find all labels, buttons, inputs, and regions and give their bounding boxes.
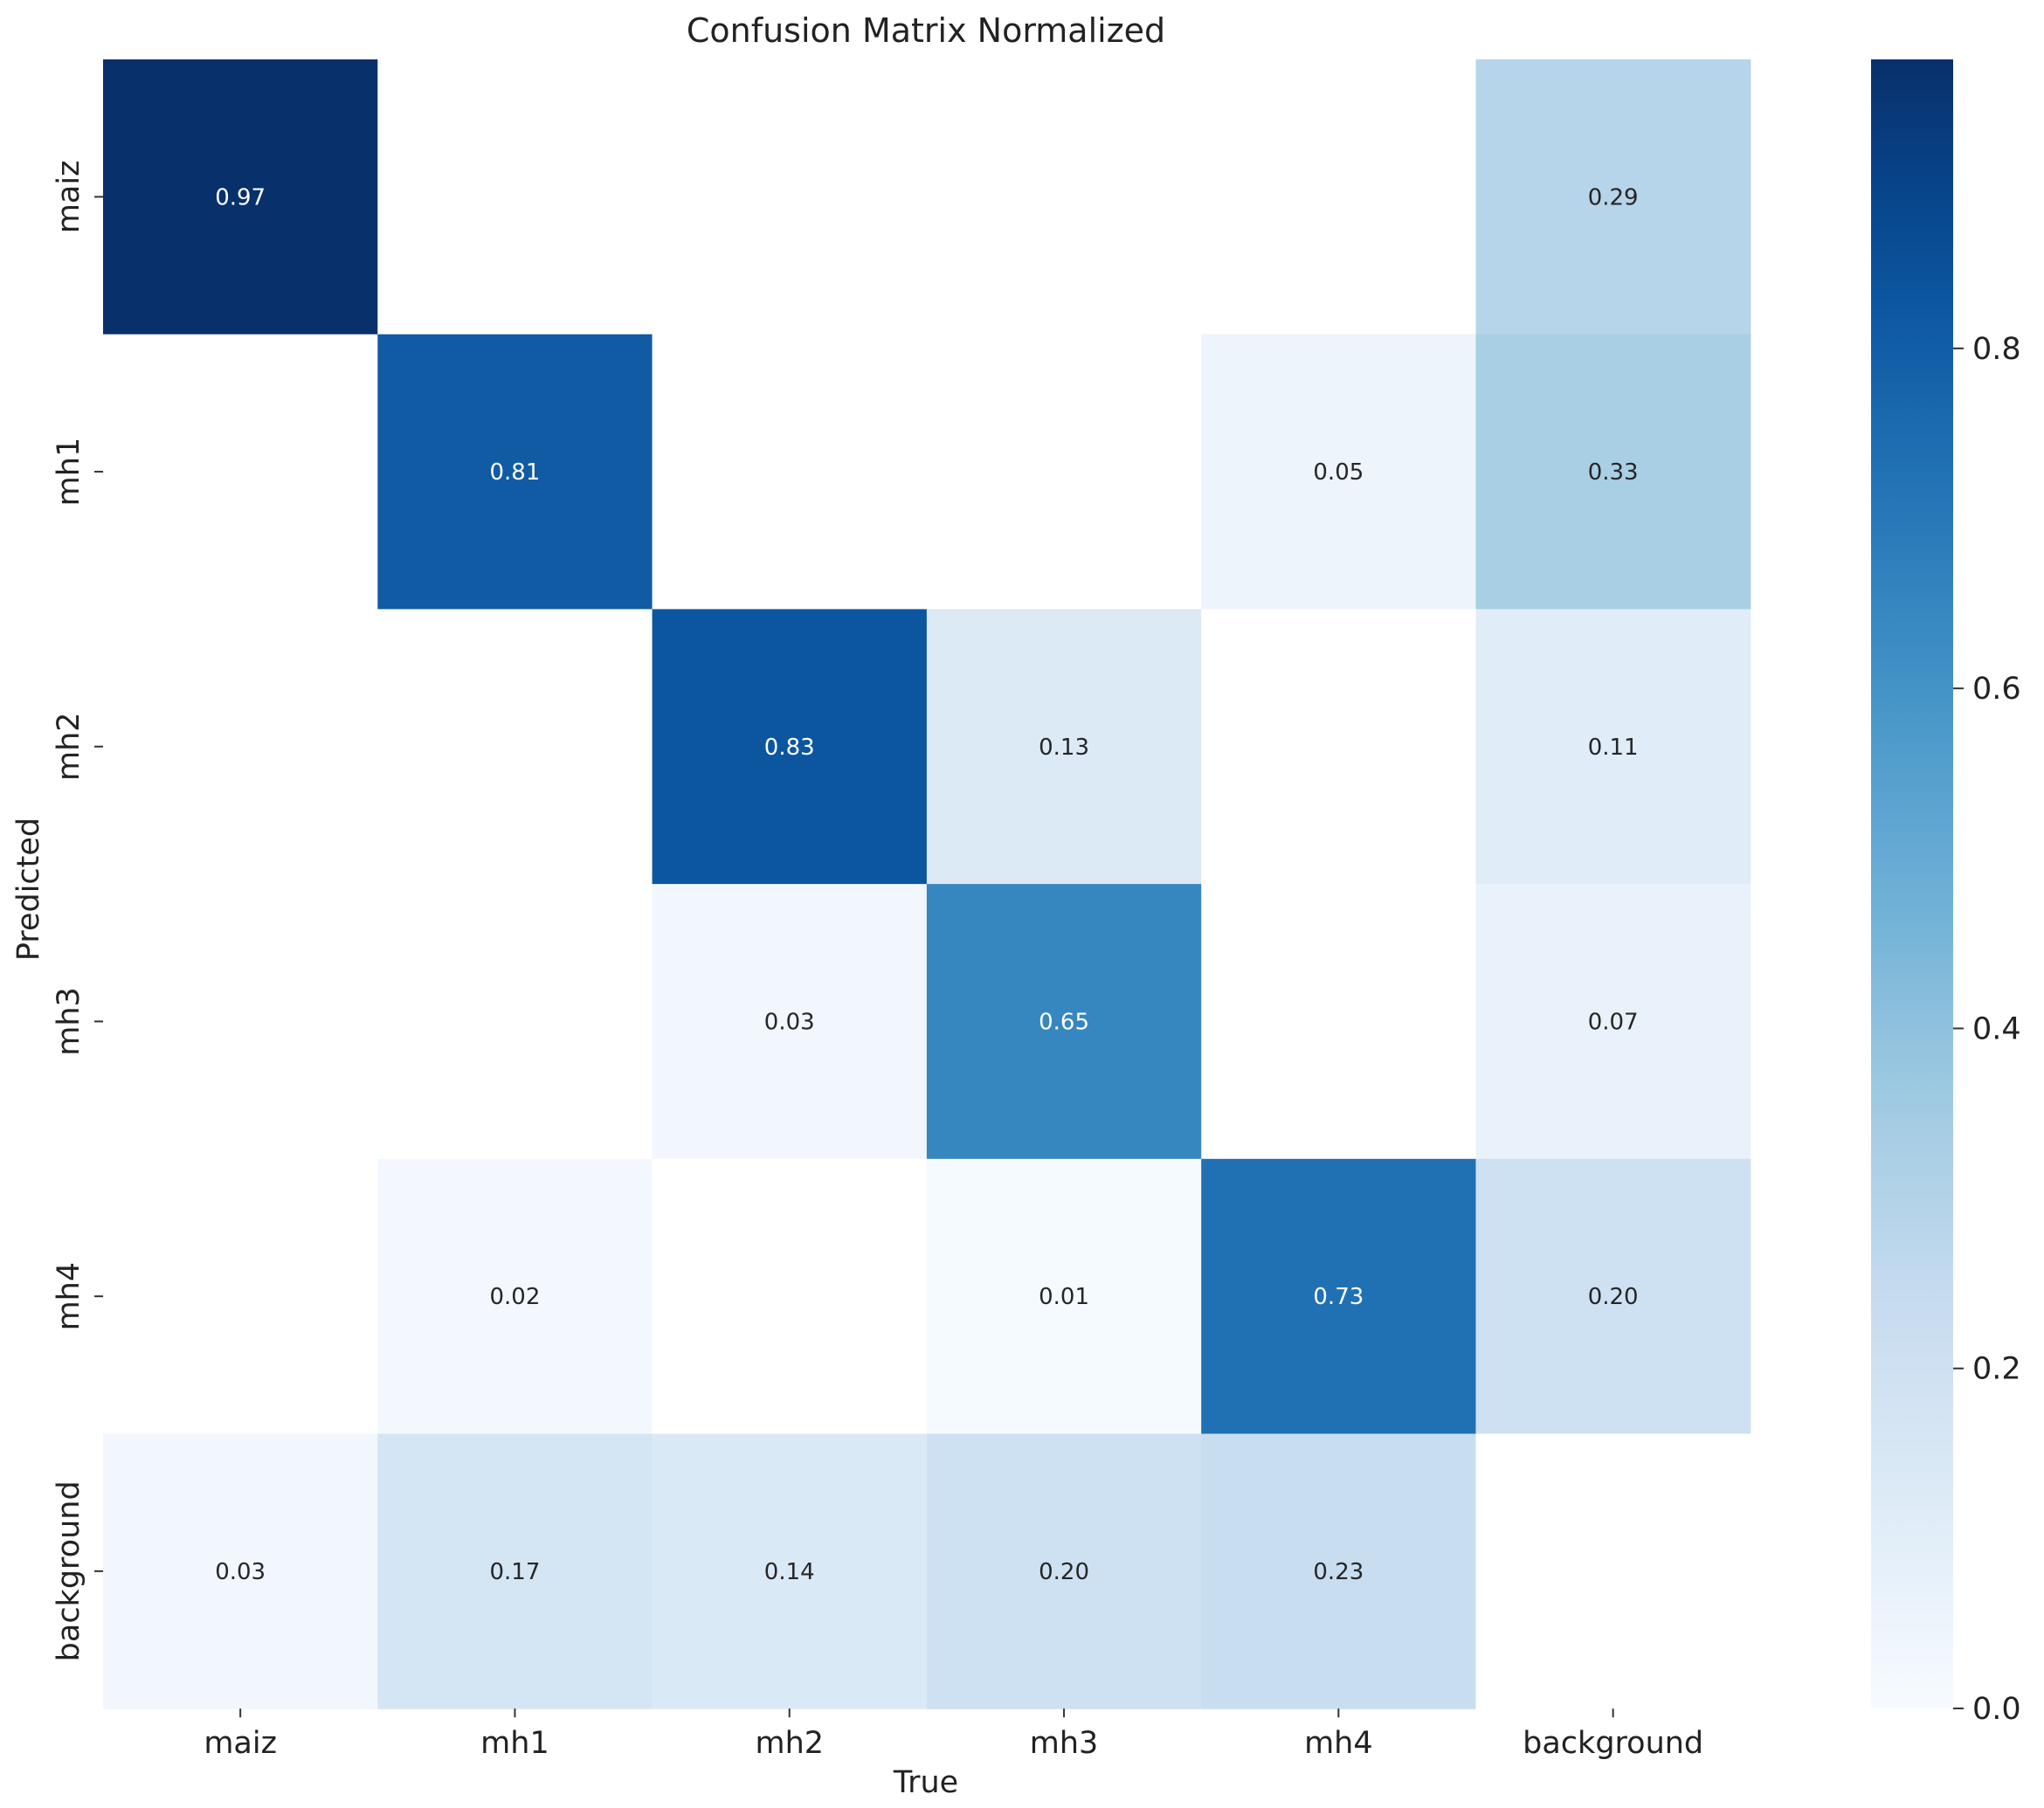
y-tick-label: background: [52, 1480, 86, 1661]
heatmap-cell: [652, 59, 928, 335]
y-axis-ticks: maiz mh1 mh2 mh3 mh4 background: [52, 161, 103, 1661]
heatmap-cell: [377, 1158, 653, 1435]
heatmap-cell: [103, 609, 378, 885]
heatmap-cell: [377, 884, 653, 1160]
heatmap-cell: [926, 609, 1202, 885]
cell-value-label: 0.81: [490, 459, 541, 486]
cell-value-label: 0.33: [1588, 459, 1639, 486]
colorbar-tick-label: 0.0: [1972, 1692, 2021, 1727]
cell-value-label: 0.05: [1313, 459, 1364, 486]
cell-value-label: 0.11: [1588, 735, 1639, 761]
x-axis-label: True: [893, 1765, 958, 1800]
x-tick-label: mh2: [755, 1726, 824, 1761]
heatmap-cell: [377, 334, 653, 610]
cell-value-label: 0.17: [490, 1559, 541, 1585]
y-tick-label: mh1: [52, 438, 86, 507]
x-axis-ticks: maiz mh1 mh2 mh3 mh4 background: [204, 1708, 1703, 1761]
heatmap-cell: [652, 1158, 928, 1435]
cell-value-label: 0.97: [215, 184, 266, 210]
heatmap-cell: [103, 59, 378, 335]
heatmap-cell: [652, 884, 928, 1160]
x-tick-label: mh4: [1304, 1726, 1373, 1761]
heatmap-cell: [1475, 609, 1751, 885]
heatmap-cell: [377, 609, 653, 885]
heatmap-cell-labels: 0.97 0.29 0.81 0.05 0.33 0.83 0.13 0.11 0.03 0.65…: [215, 184, 1639, 1585]
x-tick-label: mh3: [1030, 1726, 1099, 1761]
heatmap-cell: [1475, 1158, 1751, 1435]
heatmap-cell: [926, 884, 1202, 1160]
heatmap-cell: [1201, 609, 1477, 885]
y-tick-label: mh4: [52, 1262, 86, 1331]
cell-value-label: 0.83: [764, 735, 815, 761]
cell-value-label: 0.03: [764, 1009, 815, 1035]
x-tick-label: background: [1523, 1726, 1703, 1761]
cell-value-label: 0.20: [1588, 1284, 1639, 1310]
colorbar-tick-label: 0.4: [1972, 1011, 2021, 1046]
x-tick-label: mh1: [480, 1726, 549, 1761]
heatmap-cell: [926, 1158, 1202, 1435]
heatmap-cell: [103, 1158, 378, 1435]
cell-value-label: 0.07: [1588, 1009, 1639, 1035]
heatmap-cell: [926, 334, 1202, 610]
heatmap-cell: [1475, 59, 1751, 335]
y-tick-label: mh3: [52, 987, 86, 1056]
colorbar-tick-label: 0.6: [1972, 672, 2021, 707]
heatmap-cell: [652, 334, 928, 610]
heatmap-cell: [1201, 1158, 1477, 1435]
heatmap-cells: [103, 59, 1751, 1709]
colorbar-ticks: 0.0 0.2 0.4 0.6 0.8: [1953, 332, 2021, 1727]
cell-value-label: 0.02: [490, 1284, 541, 1310]
y-axis-label: Predicted: [11, 818, 46, 961]
heatmap-cell: [1201, 59, 1477, 335]
cell-value-label: 0.20: [1039, 1559, 1089, 1585]
heatmap-cell: [103, 1433, 378, 1709]
heatmap-cell: [1475, 884, 1751, 1160]
x-tick-label: maiz: [204, 1726, 277, 1761]
heatmap-cell: [1201, 884, 1477, 1160]
heatmap-cell: [926, 1433, 1202, 1709]
y-tick-label: maiz: [52, 161, 86, 234]
cell-value-label: 0.01: [1039, 1284, 1089, 1310]
heatmap-cell: [1201, 1433, 1477, 1709]
cell-value-label: 0.03: [215, 1559, 266, 1585]
heatmap-cell: [1201, 334, 1477, 610]
cell-value-label: 0.65: [1039, 1009, 1089, 1035]
heatmap-cell: [1475, 1433, 1751, 1709]
y-tick-label: mh2: [52, 712, 86, 781]
cell-value-label: 0.13: [1039, 735, 1089, 761]
heatmap-cell: [103, 884, 378, 1160]
colorbar-tick-label: 0.8: [1972, 332, 2021, 367]
heatmap-cell: [377, 1433, 653, 1709]
cell-value-label: 0.29: [1588, 184, 1639, 210]
heatmap-cell: [652, 1433, 928, 1709]
colorbar-tick-label: 0.2: [1972, 1352, 2021, 1387]
chart-title: Confusion Matrix Normalized: [687, 11, 1165, 50]
heatmap-cell: [1475, 334, 1751, 610]
cell-value-label: 0.23: [1313, 1559, 1364, 1585]
cell-value-label: 0.14: [764, 1559, 815, 1585]
colorbar: [1871, 59, 1953, 1708]
heatmap-cell: [926, 59, 1202, 335]
cell-value-label: 0.73: [1313, 1284, 1364, 1310]
heatmap-cell: [377, 59, 653, 335]
heatmap-cell: [652, 609, 928, 885]
heatmap-cell: [103, 334, 378, 610]
